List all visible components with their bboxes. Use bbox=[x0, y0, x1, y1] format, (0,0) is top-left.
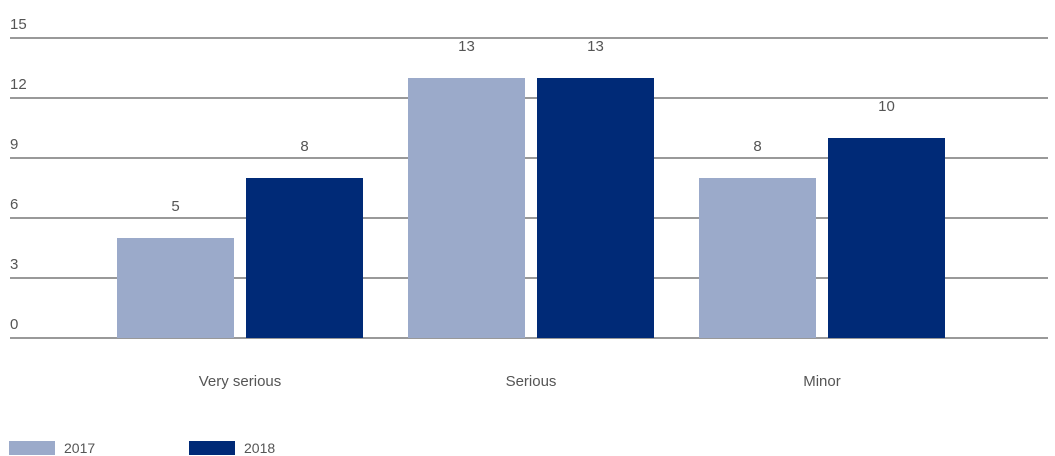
y-tick-label: 3 bbox=[10, 256, 18, 273]
x-tick-label: Minor bbox=[803, 373, 841, 390]
bar bbox=[828, 138, 945, 338]
bar bbox=[699, 178, 816, 338]
legend-swatch-2017 bbox=[9, 441, 55, 455]
legend-item-2017: 2017 bbox=[9, 440, 95, 456]
bar bbox=[246, 178, 363, 338]
y-tick-label: 15 bbox=[10, 16, 27, 33]
bar-chart: 0 3 6 9 12 15 5 8 Very serious 13 13 Serious 8 10 Mino… bbox=[10, 16, 1048, 390]
legend-swatch-2018 bbox=[189, 441, 235, 455]
data-label: 8 bbox=[300, 138, 308, 155]
bar bbox=[117, 238, 234, 338]
x-tick-label: Serious bbox=[506, 373, 557, 390]
legend-item-2018: 2018 bbox=[189, 440, 275, 456]
x-tick-label: Very serious bbox=[199, 373, 282, 390]
y-tick-label: 12 bbox=[10, 76, 27, 93]
legend-label-2017: 2017 bbox=[64, 440, 96, 456]
bar bbox=[408, 78, 525, 338]
legend-label-2018: 2018 bbox=[244, 440, 276, 456]
data-label: 10 bbox=[878, 98, 895, 115]
bar bbox=[537, 78, 654, 338]
data-label: 13 bbox=[587, 38, 604, 55]
data-label: 8 bbox=[753, 138, 761, 155]
data-label: 13 bbox=[458, 38, 475, 55]
y-tick-label: 0 bbox=[10, 316, 18, 333]
data-label: 5 bbox=[171, 198, 179, 215]
y-tick-label: 6 bbox=[10, 196, 18, 213]
y-tick-label: 9 bbox=[10, 136, 18, 153]
